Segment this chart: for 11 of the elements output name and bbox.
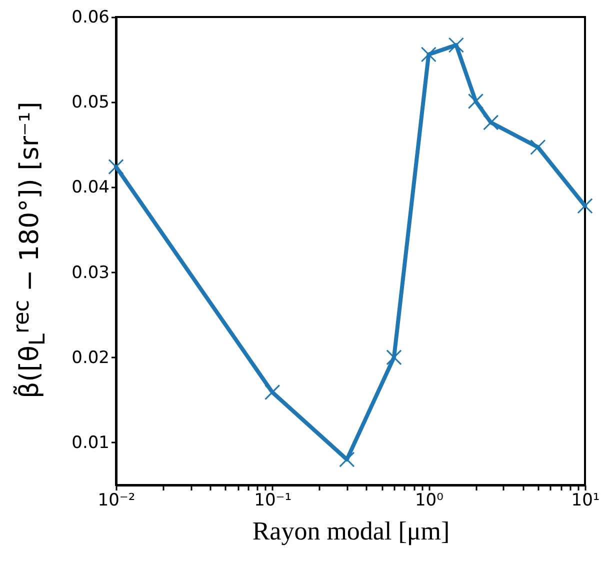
- x-axis-title: Rayon modal [μm]: [252, 516, 450, 546]
- x-tick-label: 10¹: [571, 490, 600, 510]
- y-tick-label: 0.02: [72, 348, 110, 368]
- y-tick-label: 0.03: [72, 262, 110, 283]
- x-tick-label: 10⁰: [414, 490, 444, 510]
- x-tick-label: 10⁻²: [98, 490, 136, 510]
- x-tick-label: 10⁻¹: [254, 490, 292, 510]
- y-tick-label: 0.01: [72, 432, 110, 453]
- y-tick-label: 0.06: [72, 8, 110, 28]
- y-tick-label: 0.04: [72, 178, 110, 198]
- y-tick-label: 0.05: [72, 92, 110, 113]
